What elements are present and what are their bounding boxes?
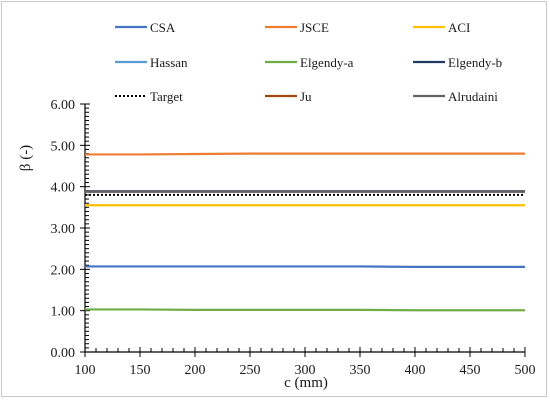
x-tick-label: 250 bbox=[240, 363, 261, 378]
x-axis-title: c (mm) bbox=[284, 375, 328, 391]
legend-label-alrudaini: Alrudaini bbox=[448, 89, 498, 104]
y-tick-label: 1.00 bbox=[51, 305, 76, 320]
x-tick-label: 200 bbox=[185, 363, 206, 378]
y-tick-label: 4.00 bbox=[51, 181, 76, 196]
x-tick-label: 150 bbox=[130, 363, 151, 378]
legend-label-csa: CSA bbox=[150, 20, 176, 35]
series-line-jsce bbox=[85, 152, 525, 156]
x-tick-label: 500 bbox=[515, 363, 536, 378]
series-line-elgendy-a bbox=[85, 308, 525, 312]
y-axis-title: β (-) bbox=[18, 145, 34, 171]
legend-label-elgendy-a: Elgendy-a bbox=[300, 55, 354, 70]
x-tick-label: 450 bbox=[460, 363, 481, 378]
y-tick-label: 5.00 bbox=[51, 139, 76, 154]
legend: CSA JSCE ACI Hassan Elgendy-a Elgendy-b Target… bbox=[115, 20, 502, 104]
x-tick-label: 100 bbox=[75, 363, 96, 378]
y-tick-label: 0.00 bbox=[51, 346, 76, 361]
x-tick-label: 300 bbox=[295, 363, 316, 378]
legend-label-aci: ACI bbox=[448, 20, 470, 35]
legend-label-elgendy-b: Elgendy-b bbox=[448, 55, 502, 70]
legend-label-target: Target bbox=[150, 89, 183, 104]
x-tick-label: 350 bbox=[350, 363, 371, 378]
y-tick-label: 3.00 bbox=[51, 222, 76, 237]
axes: 0.00 1.00 2.00 3.00 4.00 5.00 6.00 100 150 200 250… bbox=[51, 98, 536, 378]
legend-label-ju: Ju bbox=[300, 89, 312, 104]
legend-label-hassan: Hassan bbox=[150, 55, 188, 70]
y-tick-label: 2.00 bbox=[51, 263, 76, 278]
x-tick-label: 400 bbox=[405, 363, 426, 378]
legend-label-jsce: JSCE bbox=[300, 20, 329, 35]
series-lines bbox=[85, 152, 525, 312]
y-tick-label: 6.00 bbox=[51, 98, 76, 113]
